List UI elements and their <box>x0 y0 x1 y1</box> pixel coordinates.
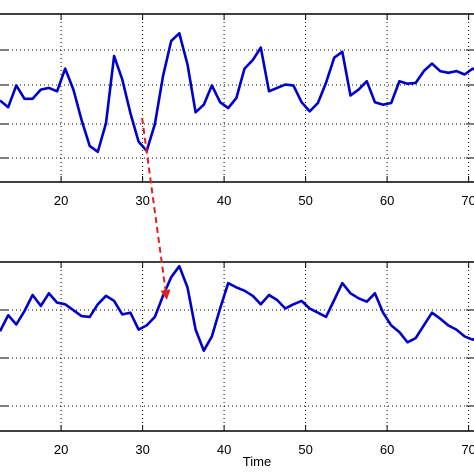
x-tick-label: 30 <box>135 442 149 457</box>
x-tick-label: 60 <box>380 442 394 457</box>
x-tick-label: 20 <box>54 442 68 457</box>
x-axis-label: Time <box>243 454 271 469</box>
x-tick-label: 70 <box>461 442 474 457</box>
series-line <box>0 264 474 353</box>
x-tick-label: 60 <box>380 193 394 208</box>
x-tick-label: 50 <box>298 193 312 208</box>
x-tick-label: 40 <box>217 442 231 457</box>
x-tick-label: 40 <box>217 193 231 208</box>
top-panel: 20 30 40 50 60 70 <box>0 13 474 208</box>
bottom-panel: 20 30 40 50 60 70 <box>0 261 474 457</box>
x-tick-label: 50 <box>298 442 312 457</box>
x-tick-label: 70 <box>461 193 474 208</box>
annotation-arrow <box>141 117 171 300</box>
x-tick-label: 30 <box>135 193 149 208</box>
x-tick-label: 20 <box>54 193 68 208</box>
series-line <box>0 31 474 154</box>
